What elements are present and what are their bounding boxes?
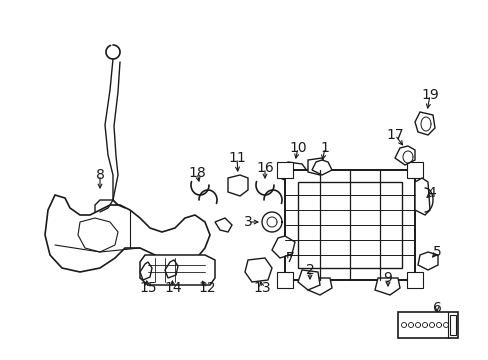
Polygon shape: [271, 236, 294, 258]
Text: 6: 6: [432, 301, 441, 315]
Text: 9: 9: [383, 271, 392, 285]
Polygon shape: [244, 258, 271, 282]
Text: 5: 5: [432, 245, 441, 259]
Polygon shape: [140, 255, 215, 285]
Text: 16: 16: [256, 161, 273, 175]
Polygon shape: [95, 200, 125, 220]
Text: 17: 17: [386, 128, 403, 142]
Text: 15: 15: [139, 281, 157, 295]
Text: 18: 18: [188, 166, 205, 180]
Polygon shape: [276, 162, 292, 178]
Polygon shape: [311, 160, 331, 175]
Text: 12: 12: [198, 281, 215, 295]
Polygon shape: [374, 278, 399, 295]
Text: 4: 4: [427, 186, 435, 200]
Text: 14: 14: [164, 281, 182, 295]
Text: 1: 1: [320, 141, 329, 155]
Polygon shape: [215, 218, 231, 232]
Text: 19: 19: [420, 88, 438, 102]
Polygon shape: [45, 195, 209, 272]
Polygon shape: [307, 278, 331, 295]
Text: 7: 7: [285, 251, 294, 265]
Text: 10: 10: [288, 141, 306, 155]
Polygon shape: [280, 162, 307, 182]
Polygon shape: [164, 260, 178, 278]
Polygon shape: [406, 272, 422, 288]
Polygon shape: [297, 270, 319, 290]
Polygon shape: [285, 170, 414, 280]
Polygon shape: [307, 158, 327, 175]
Polygon shape: [227, 175, 247, 196]
Polygon shape: [140, 262, 152, 280]
Text: 3: 3: [243, 215, 252, 229]
Polygon shape: [276, 272, 292, 288]
Polygon shape: [394, 146, 414, 165]
Text: 13: 13: [253, 281, 270, 295]
Polygon shape: [406, 162, 422, 178]
Polygon shape: [397, 312, 457, 338]
Polygon shape: [297, 182, 401, 268]
Text: 2: 2: [305, 263, 314, 277]
Polygon shape: [417, 252, 437, 270]
Text: 8: 8: [95, 168, 104, 182]
Polygon shape: [78, 218, 118, 252]
Text: 11: 11: [228, 151, 245, 165]
Polygon shape: [414, 178, 429, 215]
Polygon shape: [414, 112, 434, 135]
Polygon shape: [449, 315, 455, 335]
